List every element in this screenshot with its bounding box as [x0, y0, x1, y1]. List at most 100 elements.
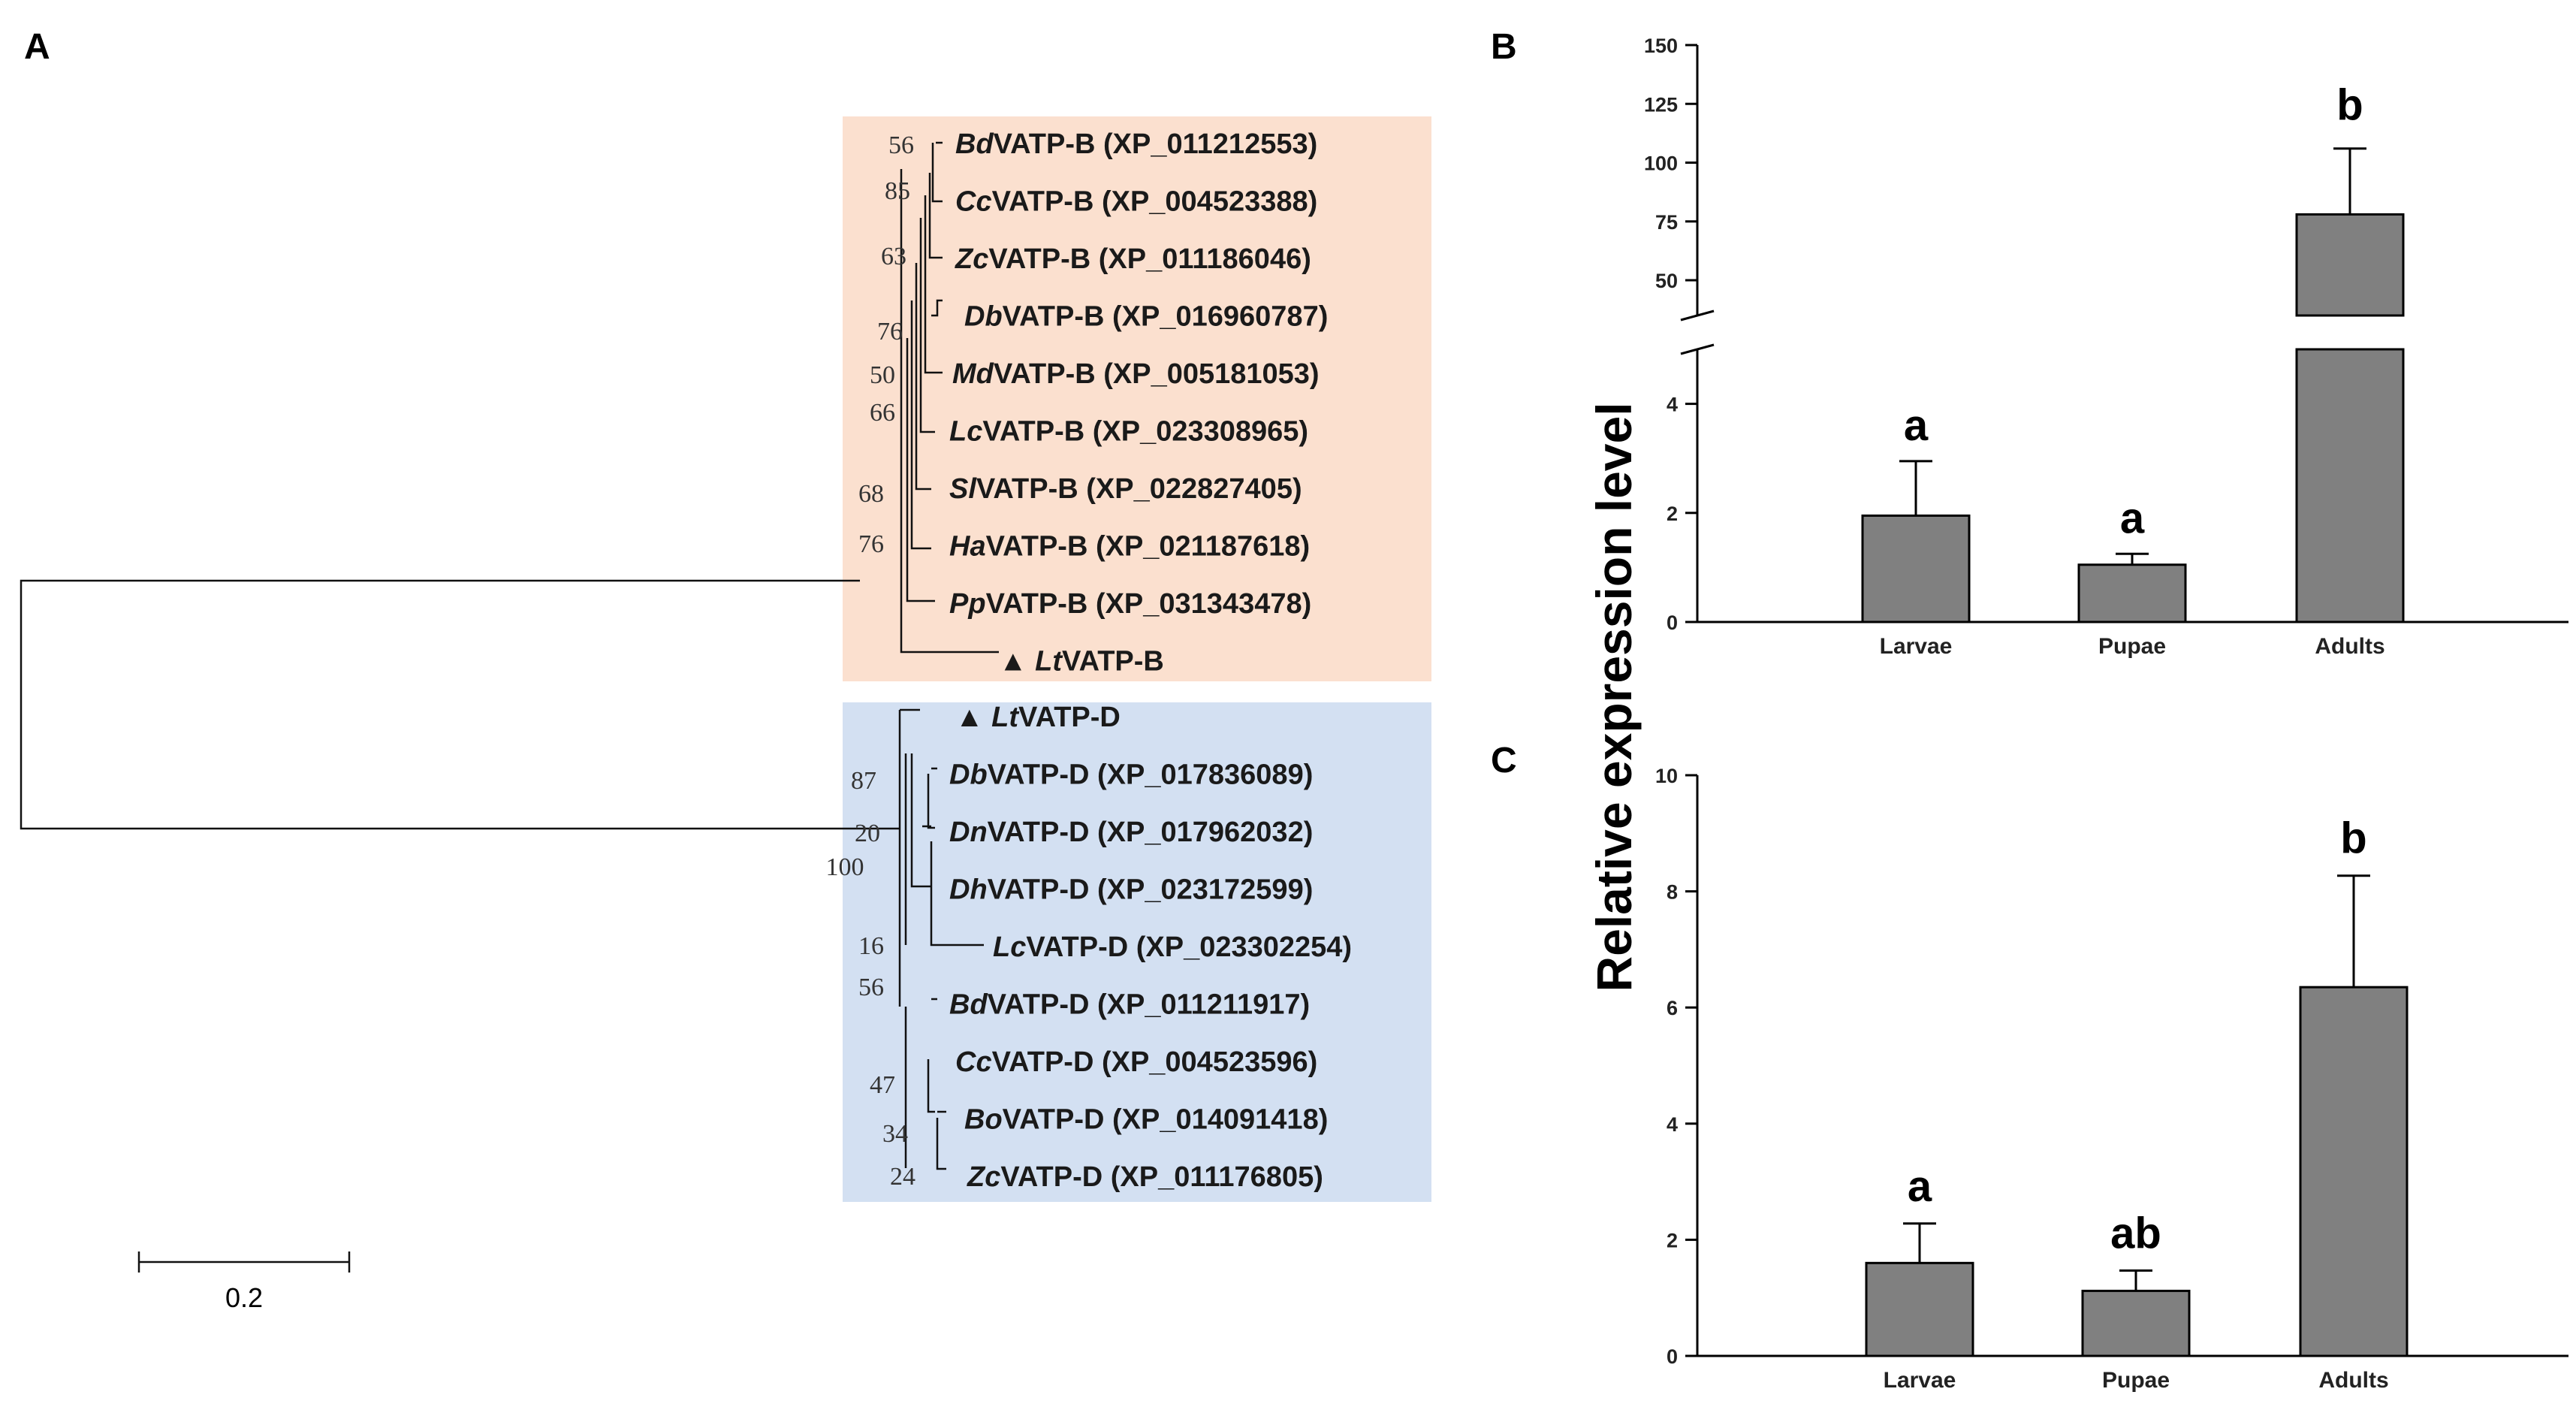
protein-name: VATP-D (XP_023302254): [1026, 931, 1352, 963]
protein-name: VATP-B (XP_023308965): [982, 416, 1308, 448]
branch-d-dh: [910, 753, 931, 888]
species-prefix: Lc: [949, 416, 982, 448]
species-prefix: Lt: [991, 702, 1019, 733]
x-tick-label-pupae: Pupae: [2102, 1368, 2170, 1393]
chart-b: 0 2 4 50 75 100 125 150 a a b Larvae Pupae Adults: [1644, 35, 2568, 659]
bar-b-1: [2077, 563, 2187, 623]
y-tick-c-1: 2: [1667, 1229, 1678, 1251]
error-bar-c-1: [2119, 1269, 2152, 1291]
bootstrap-d-4: 56: [858, 974, 884, 1001]
bar-c-0: [1865, 1261, 1974, 1357]
x-tick-label-larvae: Larvae: [1884, 1368, 1956, 1393]
x-tick-label-larvae: Larvae: [1880, 634, 1953, 659]
error-bar-c-0: [1903, 1222, 1936, 1264]
root-branch: [20, 579, 900, 830]
scale-bar-line: [137, 1251, 351, 1273]
leaf-label-d-8: ZcVATP-D (XP_011176805): [967, 1161, 1323, 1193]
y-tick-lower-b-2: 4: [1667, 394, 1678, 416]
species-prefix: Ha: [949, 531, 986, 563]
branch-b-clade: [900, 169, 999, 654]
protein-name: VATP-D (XP_011211917): [988, 989, 1311, 1021]
error-bar-b-1: [2116, 552, 2149, 565]
branch-d-dn: [927, 774, 935, 829]
protein-name: VATP-B: [1062, 646, 1164, 678]
bootstrap-d-7: 24: [890, 1163, 915, 1191]
bootstrap-b-4: 50: [870, 361, 895, 389]
branch-b-zc: [928, 173, 943, 259]
species-prefix: Cc: [955, 1046, 992, 1078]
protein-name: VATP-D (XP_004523596): [992, 1046, 1318, 1078]
bootstrap-d-2: 100: [826, 853, 864, 881]
leaf-label-d-4: LcVATP-D (XP_023302254): [993, 931, 1352, 963]
leaf-label-b-3: DbVATP-B (XP_016960787): [964, 301, 1328, 333]
species-prefix: Bd: [955, 128, 994, 160]
y-tick-c-5: 10: [1655, 765, 1678, 787]
leaf-label-b-2: ZcVATP-B (XP_011186046): [955, 243, 1311, 275]
species-prefix: Db: [964, 301, 1003, 333]
panel-label-a: A: [24, 27, 50, 67]
significance-c-1: ab: [2110, 1209, 2161, 1257]
protein-name: VATP-B (XP_022827405): [976, 473, 1302, 505]
vatp-d-clade-box: [843, 702, 1431, 1202]
y-tick-c-4: 8: [1667, 881, 1678, 904]
y-tick-upper-b-1: 75: [1655, 211, 1678, 234]
species-prefix: Zc: [967, 1161, 1000, 1193]
branch-d-lc: [922, 825, 984, 947]
phylogenetic-tree: BdVATP-B (XP_011212553)CcVATP-B (XP_0045…: [20, 116, 1431, 1313]
leaf-label-b-4: MdVATP-B (XP_005181053): [952, 358, 1320, 390]
species-prefix: Lc: [993, 931, 1026, 963]
significance-b-2: b: [2336, 81, 2363, 130]
species-prefix: Md: [952, 358, 994, 390]
protein-name: VATP-D (XP_011176805): [1000, 1161, 1323, 1193]
leaf-label-d-5: BdVATP-D (XP_011211917): [949, 989, 1310, 1021]
species-prefix: Sl: [949, 473, 977, 505]
significance-c-0: a: [1908, 1162, 1932, 1211]
axis-break-upper: [1680, 309, 1715, 322]
protein-name: VATP-D: [1018, 702, 1121, 733]
bar-b-0: [1861, 514, 1971, 623]
species-prefix: Cc: [955, 186, 992, 218]
bootstrap-d-3: 16: [858, 932, 884, 960]
y-tick-lower-b-0: 0: [1667, 611, 1678, 634]
leaf-label-b-1: CcVATP-B (XP_004523388): [955, 186, 1317, 218]
bootstrap-b-7: 76: [858, 530, 884, 558]
species-prefix: Zc: [955, 243, 988, 275]
leaf-labels: BdVATP-B (XP_011212553)CcVATP-B (XP_0045…: [949, 128, 1352, 1193]
protein-name: VATP-B (XP_004523388): [992, 186, 1318, 218]
x-tick-label-adults: Adults: [2318, 1368, 2388, 1393]
x-tick-label-adults: Adults: [2315, 634, 2384, 659]
scale-bar: 0.2: [137, 1251, 351, 1313]
triangle-marker-icon: ▲: [999, 646, 1035, 678]
bootstrap-values: 56 85 63 76 50 66 68 76 87 20 100 16 56 47 34 24: [826, 131, 916, 1191]
x-tick-label-pupae: Pupae: [2098, 634, 2166, 659]
leaf-label-b-6: SlVATP-B (XP_022827405): [949, 473, 1302, 505]
leaf-label-d-2: DnVATP-D (XP_017962032): [949, 817, 1313, 848]
y-tick-lower-b-1: 2: [1667, 503, 1678, 525]
triangle-marker-icon: ▲: [955, 702, 991, 733]
vatp-b-clade-box: [843, 116, 1431, 681]
branch-b-lc: [919, 218, 935, 433]
protein-name: VATP-D (XP_014091418): [1003, 1104, 1329, 1136]
species-prefix: Lt: [1035, 646, 1063, 678]
y-tick-upper-b-0: 50: [1655, 270, 1678, 292]
bootstrap-d-0: 87: [851, 767, 876, 795]
protein-name: VATP-B (XP_011186046): [988, 243, 1311, 275]
scale-bar-label: 0.2: [225, 1282, 263, 1313]
significance-b-1: a: [2120, 494, 2145, 542]
chart-c: 0 2 4 6 8 10 a ab b Larvae Pupae Adults: [1655, 765, 2568, 1393]
bootstrap-b-1: 85: [885, 177, 910, 205]
protein-name: VATP-B (XP_016960787): [1003, 301, 1329, 333]
y-tick-c-3: 6: [1667, 997, 1678, 1019]
branch-d-bo: [936, 1110, 946, 1170]
bootstrap-b-6: 68: [858, 480, 884, 508]
protein-name: VATP-B (XP_005181053): [994, 358, 1320, 390]
species-prefix: Db: [949, 759, 988, 791]
protein-name: VATP-D (XP_023172599): [988, 874, 1314, 906]
bar-c-2: [2299, 986, 2409, 1357]
protein-name: VATP-B (XP_011212553): [994, 128, 1318, 160]
y-axis-label: Relative expression level: [1586, 402, 1642, 992]
leaf-label-d-7: BoVATP-D (XP_014091418): [964, 1104, 1328, 1136]
axis-break-lower: [1680, 343, 1715, 355]
bar-b-2-lower: [2295, 348, 2405, 623]
branch-b-db: [931, 299, 943, 317]
